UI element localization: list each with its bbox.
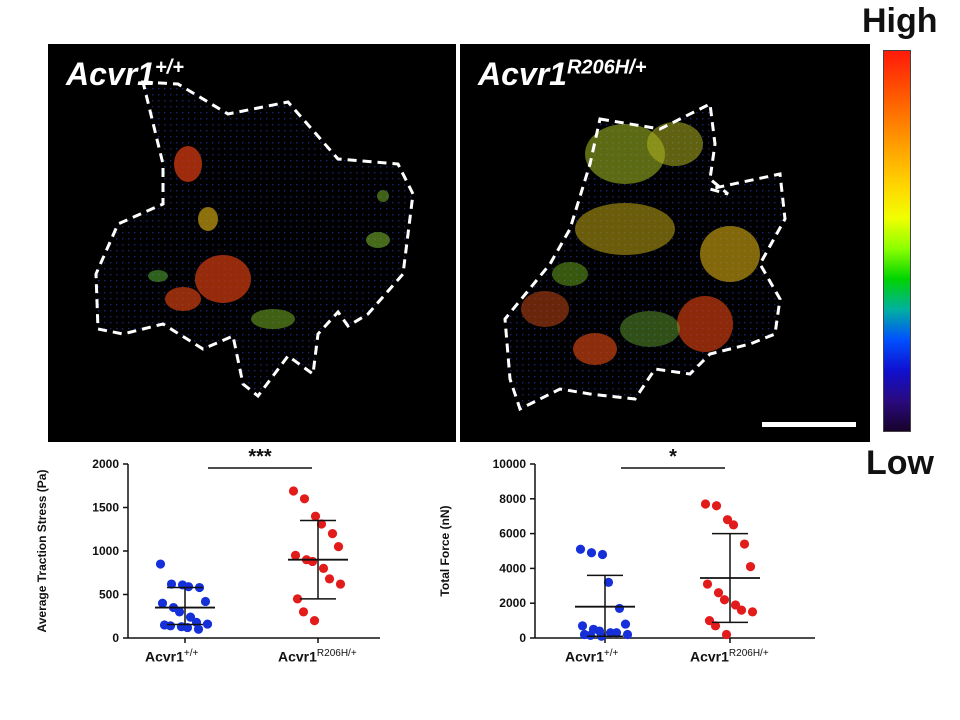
data-point [719, 595, 730, 605]
category-sup-text: R206H/+ [316, 648, 357, 659]
data-point [166, 579, 177, 589]
data-point [722, 515, 733, 525]
cell-region [96, 82, 413, 396]
y-tick-label: 500 [99, 588, 119, 602]
genotype-base-text: Acvr1 [66, 56, 155, 92]
y-tick-label: 2000 [92, 457, 119, 471]
category-sup-text: R206H/+ [728, 648, 769, 659]
data-point [318, 563, 329, 573]
x-category-label: Acvr1+/+ [565, 648, 618, 665]
data-point [157, 598, 168, 608]
category-base-text: Acvr1 [565, 648, 604, 665]
data-point [620, 619, 631, 629]
data-point [585, 630, 596, 640]
hotspots [521, 122, 760, 365]
data-point [307, 556, 318, 567]
total-force-plot: 0 2000 4000 6000 8000 10000 [493, 457, 815, 645]
y-tick-label: 8000 [499, 492, 526, 506]
y-tick-label: 4000 [499, 561, 526, 575]
data-point [730, 600, 741, 610]
data-point [586, 548, 597, 558]
traction-map-wildtype-image [94, 80, 415, 399]
panel-genotype-mutant: Acvr1R206H/+ [478, 56, 646, 93]
data-point [702, 579, 713, 589]
data-point [333, 542, 344, 552]
data-point [202, 619, 213, 629]
data-point [614, 603, 625, 614]
genotype-sup-text: R206H/+ [566, 56, 647, 79]
data-point [335, 579, 346, 589]
data-point [603, 577, 614, 587]
genotype-sup-text: +/+ [154, 56, 184, 79]
data-point [704, 616, 715, 626]
data-point [577, 621, 588, 631]
cell-outline [503, 101, 787, 412]
panel-genotype-wildtype: Acvr1+/+ [66, 56, 184, 93]
data-point [700, 499, 711, 509]
traction-stress-plot: 0 500 1000 1500 2000 [92, 457, 380, 645]
data-point [710, 621, 721, 631]
data-point [611, 628, 622, 638]
data-point [298, 607, 309, 617]
category-sup-text: +/+ [183, 648, 199, 659]
scale-bar [762, 422, 856, 427]
x-category-label: Acvr1+/+ [145, 648, 198, 665]
traction-map-wildtype: Acvr1+/+ [48, 44, 456, 442]
data-point [309, 616, 320, 626]
data-point [622, 629, 633, 640]
category-base-text: Acvr1 [145, 648, 184, 665]
data-point [713, 588, 724, 598]
traction-stress-chart: 0 500 1000 1500 2000 Acvr1+/+ Acvr1R206H/+ Ave… [35, 446, 420, 718]
data-point [155, 559, 166, 569]
data-point [183, 582, 194, 592]
data-point [728, 520, 739, 530]
data-point [299, 494, 310, 504]
data-point [165, 621, 176, 631]
y-tick-label: 1500 [92, 501, 119, 515]
data-point [316, 519, 327, 529]
data-point [736, 605, 747, 615]
y-axis-label: Average Traction Stress (Pa) [35, 469, 49, 633]
total-force-chart: 0 2000 4000 6000 8000 10000 Acvr1+/+ Acvr1R206… [438, 446, 855, 718]
significance-label: * [669, 446, 677, 468]
data-point [292, 594, 303, 604]
data-point [745, 562, 756, 572]
y-tick-label: 2000 [499, 596, 526, 610]
cell-outline [94, 80, 415, 399]
genotype-base-text: Acvr1 [478, 56, 567, 92]
colorbar-high-label: High [862, 2, 938, 40]
colorbar-low-label: Low [866, 444, 934, 482]
y-tick-label: 10000 [493, 457, 527, 471]
data-point [739, 539, 750, 549]
y-tick-label: 0 [112, 631, 119, 645]
y-tick-label: 6000 [499, 527, 526, 541]
data-point [747, 607, 758, 617]
data-point [324, 574, 335, 584]
data-point [185, 612, 196, 622]
data-point [575, 544, 586, 554]
category-base-text: Acvr1 [278, 648, 317, 665]
data-point [200, 596, 211, 607]
data-point [193, 624, 204, 634]
significance-label: *** [248, 446, 272, 468]
data-point [174, 607, 185, 617]
traction-map-mutant: Acvr1R206H/+ [460, 44, 870, 442]
data-point [597, 549, 608, 560]
data-point [711, 501, 722, 511]
hotspots [148, 146, 390, 329]
category-sup-text: +/+ [603, 648, 619, 659]
traction-map-mutant-image [503, 101, 787, 412]
data-point [327, 529, 338, 539]
x-category-label: Acvr1R206H/+ [278, 648, 357, 665]
data-point [310, 511, 321, 521]
x-category-label: Acvr1R206H/+ [690, 648, 769, 665]
y-axis-label: Total Force (nN) [438, 505, 452, 597]
data-point [290, 550, 301, 560]
y-tick-label: 0 [519, 631, 526, 645]
category-base-text: Acvr1 [690, 648, 729, 665]
data-point [288, 486, 299, 496]
colorbar [883, 50, 911, 432]
data-point [721, 629, 732, 640]
y-tick-label: 1000 [92, 544, 119, 558]
